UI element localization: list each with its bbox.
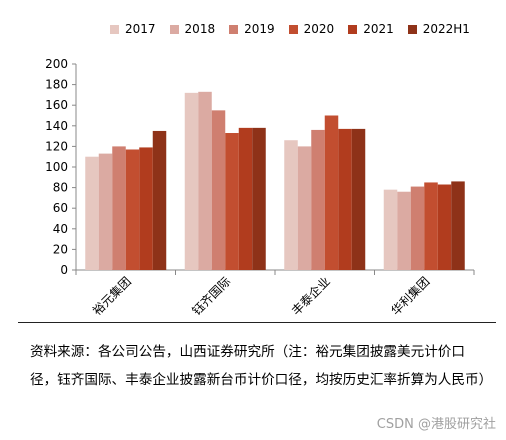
y-tick-label: 120 xyxy=(45,139,68,153)
bar xyxy=(198,91,212,270)
legend-label: 2017 xyxy=(125,22,156,36)
legend-label: 2022H1 xyxy=(422,22,470,36)
bar xyxy=(451,181,465,270)
legend-item: 2020 xyxy=(288,22,335,36)
y-tick-label: 180 xyxy=(45,78,68,92)
y-tick-label: 20 xyxy=(53,242,68,256)
bar xyxy=(152,130,167,270)
y-tick-label: 100 xyxy=(45,160,68,174)
bars xyxy=(85,91,465,270)
bar xyxy=(424,182,438,270)
legend-swatch xyxy=(348,24,358,34)
bar xyxy=(383,189,398,270)
legend: 2017 2018 2019 2020 2021 2022H1 xyxy=(110,22,470,36)
x-category-label: 丰泰企业 xyxy=(288,274,333,319)
legend-swatch xyxy=(110,24,119,34)
legend-swatch xyxy=(169,24,179,34)
y-axis: 0 20 40 60 80 100 120 140 160 180 200 xyxy=(45,57,77,277)
divider xyxy=(18,322,496,323)
x-axis: 裕元集团 钰齐国际 丰泰企业 华利集团 xyxy=(75,269,475,319)
legend-label: 2021 xyxy=(363,22,394,36)
bar xyxy=(324,115,339,270)
bar xyxy=(225,133,239,270)
bar xyxy=(139,147,153,270)
bar xyxy=(297,146,312,270)
legend-swatch xyxy=(407,24,417,34)
bar xyxy=(211,110,226,270)
y-tick-label: 80 xyxy=(53,181,68,195)
legend-item: 2021 xyxy=(348,22,394,36)
y-tick-label: 160 xyxy=(45,98,68,112)
legend-swatch xyxy=(229,24,239,34)
source-note: 资料来源：各公司公告，山西证券研究所（注：裕元集团披露美元计价口径，钰齐国际、丰… xyxy=(30,344,493,388)
x-category-label: 裕元集团 xyxy=(89,274,134,319)
legend-item: 2017 xyxy=(110,22,156,36)
legend-label: 2019 xyxy=(244,22,275,36)
y-tick-label: 200 xyxy=(45,57,68,71)
bar xyxy=(311,129,325,270)
y-tick-label: 60 xyxy=(53,201,68,215)
x-category-label: 华利集团 xyxy=(388,274,433,319)
bar xyxy=(85,156,99,270)
legend-item: 2018 xyxy=(169,22,216,36)
bar xyxy=(112,146,126,270)
bar xyxy=(351,128,366,270)
y-tick-label: 40 xyxy=(53,222,68,236)
y-tick-label: 0 xyxy=(60,263,68,277)
bar xyxy=(437,184,452,270)
legend-item: 2022H1 xyxy=(407,22,470,36)
bar xyxy=(284,140,298,270)
legend-label: 2020 xyxy=(303,22,335,36)
bar xyxy=(184,92,199,270)
watermark: CSDN @港股研究社 xyxy=(376,417,496,432)
bar xyxy=(125,149,140,270)
bar xyxy=(410,186,425,270)
bar xyxy=(238,127,253,270)
bar xyxy=(98,153,113,270)
bar xyxy=(252,127,266,270)
legend-item: 2019 xyxy=(229,22,275,36)
legend-swatch xyxy=(288,24,298,34)
y-tick-label: 140 xyxy=(45,119,68,133)
legend-label: 2018 xyxy=(184,22,216,36)
bar xyxy=(397,191,411,270)
x-category-label: 钰齐国际 xyxy=(189,274,234,319)
bar-chart: 0 20 40 60 80 100 120 140 160 180 200 裕元集团 钰齐国际 丰泰企业… xyxy=(45,57,475,319)
bar xyxy=(338,128,352,270)
